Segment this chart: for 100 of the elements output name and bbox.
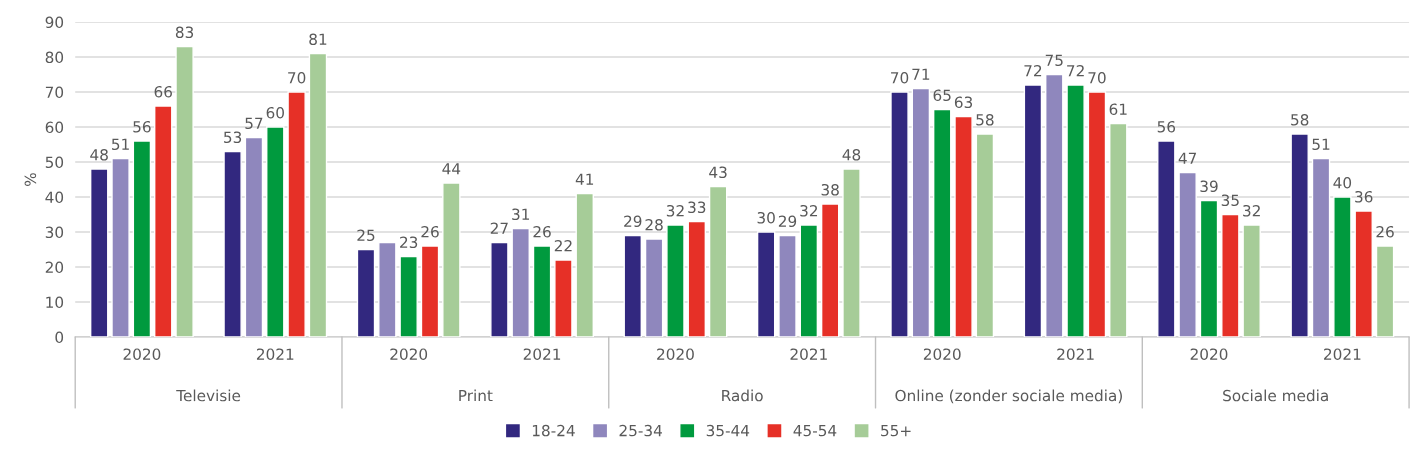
bar	[911, 87, 931, 338]
data-label: 31	[512, 208, 530, 221]
data-label: 23	[400, 236, 418, 249]
data-label: 75	[1045, 54, 1063, 67]
y-tick-label: 80	[45, 51, 64, 64]
x-tick-label: 2020	[1190, 348, 1228, 360]
bar	[89, 168, 109, 338]
data-label: 28	[645, 218, 663, 231]
data-label: 27	[490, 222, 508, 234]
bar	[111, 157, 130, 338]
data-label: 32	[1243, 204, 1260, 217]
y-axis-title: %	[24, 173, 37, 186]
bar	[890, 91, 909, 338]
data-label: 60	[266, 106, 284, 119]
y-tick-label: 10	[46, 296, 64, 309]
bar	[1066, 84, 1085, 338]
bar	[511, 227, 530, 338]
bar	[799, 224, 819, 338]
y-tick-label: 50	[45, 156, 64, 169]
data-label: 83	[175, 26, 194, 39]
bar	[1221, 213, 1240, 338]
data-label: 38	[821, 183, 839, 196]
data-label: 26	[533, 225, 551, 238]
x-tick-label: 2020	[657, 348, 694, 360]
data-label: 29	[778, 215, 797, 228]
bar	[420, 245, 440, 338]
data-label: 47	[1178, 152, 1197, 164]
bar	[554, 259, 573, 338]
bar	[1199, 199, 1219, 338]
data-label: 72	[1067, 64, 1084, 77]
data-label: 22	[554, 239, 572, 252]
bar	[1333, 196, 1352, 338]
data-label: 65	[933, 89, 951, 102]
y-tick-label: 60	[45, 121, 64, 134]
data-label: 29	[624, 215, 642, 228]
bar	[575, 192, 594, 338]
bar	[132, 140, 152, 338]
data-label: 25	[357, 229, 375, 242]
data-label: 51	[1312, 138, 1330, 151]
bar	[1157, 140, 1176, 338]
x-tick-label: 2021	[1324, 348, 1361, 360]
bar	[490, 241, 509, 338]
data-label: 71	[912, 68, 930, 80]
data-label: 53	[224, 131, 242, 144]
x-tick-label: 2021	[523, 348, 561, 360]
legend-label: 25-34	[619, 424, 662, 437]
data-label: 57	[245, 117, 263, 130]
x-tick-label: 2021	[790, 348, 827, 360]
data-label: 56	[133, 120, 151, 133]
bar	[223, 150, 242, 338]
data-label: 51	[112, 138, 129, 151]
data-label: 63	[954, 96, 973, 109]
text: Online (zonder sociale media)	[895, 389, 1122, 404]
data-label: 43	[709, 166, 727, 179]
data-label: 66	[154, 85, 172, 98]
bar	[644, 238, 664, 338]
bar	[1023, 84, 1043, 338]
y-tick-label: 20	[45, 261, 64, 274]
x-tick-label: 2020	[923, 348, 961, 360]
legend-label: 35-44	[706, 424, 750, 437]
data-label: 70	[288, 71, 306, 84]
text: Radio	[722, 389, 763, 402]
data-label: 32	[666, 204, 684, 217]
data-label: 70	[1088, 71, 1106, 84]
data-label: 35	[1221, 194, 1239, 207]
text: Televisie	[176, 389, 241, 402]
bar	[399, 255, 418, 338]
bar	[244, 136, 264, 338]
data-label: 58	[976, 113, 994, 126]
bar	[708, 185, 728, 338]
bar	[378, 241, 397, 338]
text: Sociale media	[1223, 389, 1328, 402]
x-tick-label: 2020	[123, 348, 161, 360]
bar	[623, 234, 642, 338]
legend-label: 55+	[881, 424, 911, 437]
bar	[1375, 245, 1395, 338]
x-tick-label: 2021	[1057, 348, 1094, 360]
bar	[154, 105, 173, 338]
bar	[1311, 157, 1331, 338]
bar	[954, 115, 973, 338]
data-label: 30	[757, 211, 775, 224]
x-tick-label: 2020	[390, 348, 428, 360]
data-label: 61	[1109, 103, 1127, 116]
data-label: 56	[1157, 120, 1176, 133]
bar	[756, 231, 776, 338]
data-label: 26	[1376, 225, 1394, 238]
bar	[1045, 73, 1064, 338]
y-tick-label: 90	[45, 16, 64, 29]
bar	[356, 248, 376, 338]
legend-label: 18-24	[532, 424, 575, 437]
bar	[266, 126, 285, 338]
bar	[287, 91, 306, 338]
bar	[687, 220, 707, 338]
data-label: 72	[1024, 64, 1042, 77]
bar	[820, 203, 840, 338]
bar	[1178, 171, 1197, 338]
bar	[1242, 224, 1261, 338]
data-label: 41	[575, 173, 594, 185]
bar	[175, 45, 194, 338]
data-label: 58	[1291, 113, 1309, 126]
